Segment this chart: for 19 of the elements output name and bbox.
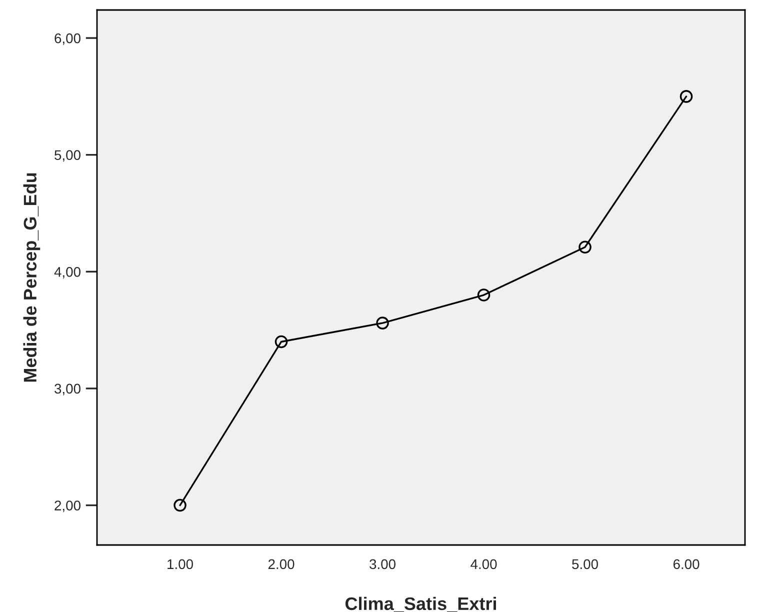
- y-tick-label: 2,00: [54, 500, 80, 512]
- y-tick-label: 4,00: [54, 266, 80, 278]
- x-tick-label: 3.00: [370, 559, 396, 570]
- x-axis-title: Clima_Satis_Extri: [345, 596, 496, 612]
- point: [477, 288, 490, 302]
- point: [578, 240, 592, 254]
- x-tick-label: 6.00: [673, 559, 700, 570]
- y-axis-title: Media de Percep_G_Edu: [23, 173, 40, 382]
- point: [680, 90, 693, 103]
- x-tick-label: 5.00: [572, 559, 598, 570]
- x-tick-label: 2.00: [268, 559, 294, 570]
- y-tick-label: 3,00: [54, 384, 80, 396]
- y-tick-label: 5,00: [54, 150, 80, 162]
- point: [376, 316, 389, 330]
- x-tick-label: 1.00: [168, 559, 193, 570]
- point: [174, 498, 186, 512]
- point: [274, 335, 288, 348]
- x-tick-label: 4.00: [470, 559, 497, 570]
- y-tick-label: 6,00: [54, 33, 80, 45]
